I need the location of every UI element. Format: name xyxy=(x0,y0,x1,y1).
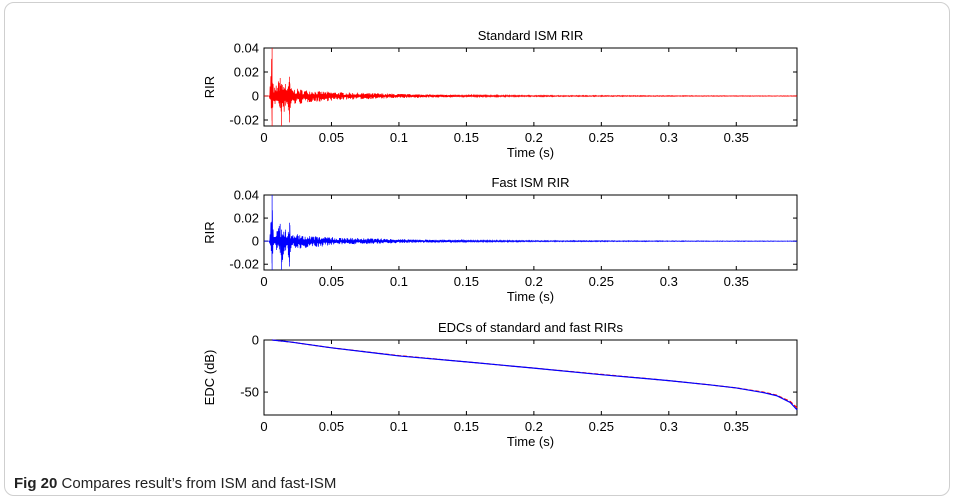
chart-fast-ism-rir: Fast ISM RIR 0 0.05 0.1 0.15 0.2 0.25 0.3 0.35 -0… xyxy=(202,175,798,304)
y-axis-label: EDC (dB) xyxy=(202,350,217,406)
x-axis-label: Time (s) xyxy=(507,434,554,449)
x-axis-label: Time (s) xyxy=(507,145,554,160)
x-tick-label: 0.35 xyxy=(724,419,749,434)
x-tick-label: 0.35 xyxy=(724,130,749,145)
x-tick-label: 0.3 xyxy=(660,130,678,145)
figure-caption-label: Fig 20 xyxy=(14,475,58,492)
x-tick-label: 0 xyxy=(260,274,267,289)
y-tick-label: 0.02 xyxy=(234,211,259,226)
x-tick-label: 0.05 xyxy=(319,274,344,289)
y-axis-label: RIR xyxy=(202,221,217,243)
x-tick-label: 0.25 xyxy=(589,130,614,145)
x-axis-label: Time (s) xyxy=(507,289,554,304)
x-tick-label: 0.25 xyxy=(589,274,614,289)
y-tick-label: 0 xyxy=(252,89,259,104)
figure-caption: Fig 20 Compares result’s from ISM and fa… xyxy=(14,475,336,492)
series-line xyxy=(272,339,798,411)
figure-plots: Standard ISM RIR 0 0.05 0.1 0.15 0.2 0.25 0.3 0.… xyxy=(202,28,798,449)
chart-standard-ism-rir: Standard ISM RIR 0 0.05 0.1 0.15 0.2 0.25 0.3 0.… xyxy=(202,28,798,160)
x-tick-label: 0.25 xyxy=(589,419,614,434)
chart-title: Standard ISM RIR xyxy=(478,28,584,43)
x-tick-label: 0 xyxy=(260,419,267,434)
series-line xyxy=(264,48,798,126)
figure-caption-text: Compares result’s from ISM and fast-ISM xyxy=(61,475,337,492)
series-line xyxy=(264,195,798,270)
y-tick-label: 0 xyxy=(252,333,259,348)
y-tick-label: 0.02 xyxy=(234,65,259,80)
y-tick-label: 0 xyxy=(252,234,259,249)
y-axis-label: RIR xyxy=(202,76,217,98)
x-tick-label: 0.2 xyxy=(525,274,543,289)
x-tick-label: 0.15 xyxy=(454,130,479,145)
plot-area xyxy=(263,47,798,127)
y-tick-label: -50 xyxy=(240,385,259,400)
x-tick-label: 0.3 xyxy=(660,419,678,434)
y-tick-label: 0.04 xyxy=(234,188,259,203)
x-tick-label: 0.1 xyxy=(390,419,408,434)
x-tick-label: 0.05 xyxy=(319,130,344,145)
plot-area xyxy=(263,194,798,271)
x-tick-label: 0.15 xyxy=(454,419,479,434)
chart-title: Fast ISM RIR xyxy=(491,175,569,190)
x-tick-label: 0.15 xyxy=(454,274,479,289)
x-tick-label: 0.2 xyxy=(525,130,543,145)
x-tick-label: 0 xyxy=(260,130,267,145)
x-tick-label: 0.05 xyxy=(319,419,344,434)
y-tick-label: 0.04 xyxy=(234,41,259,56)
y-tick-label: -0.02 xyxy=(229,257,259,272)
y-tick-label: -0.02 xyxy=(229,113,259,128)
x-tick-label: 0.2 xyxy=(525,419,543,434)
x-tick-label: 0.3 xyxy=(660,274,678,289)
plot-area xyxy=(263,339,798,416)
x-tick-label: 0.1 xyxy=(390,274,408,289)
x-tick-label: 0.1 xyxy=(390,130,408,145)
chart-title: EDCs of standard and fast RIRs xyxy=(438,320,623,335)
x-tick-label: 0.35 xyxy=(724,274,749,289)
chart-edc-comparison: EDCs of standard and fast RIRs 0 0.05 0.1 0.… xyxy=(202,320,798,449)
